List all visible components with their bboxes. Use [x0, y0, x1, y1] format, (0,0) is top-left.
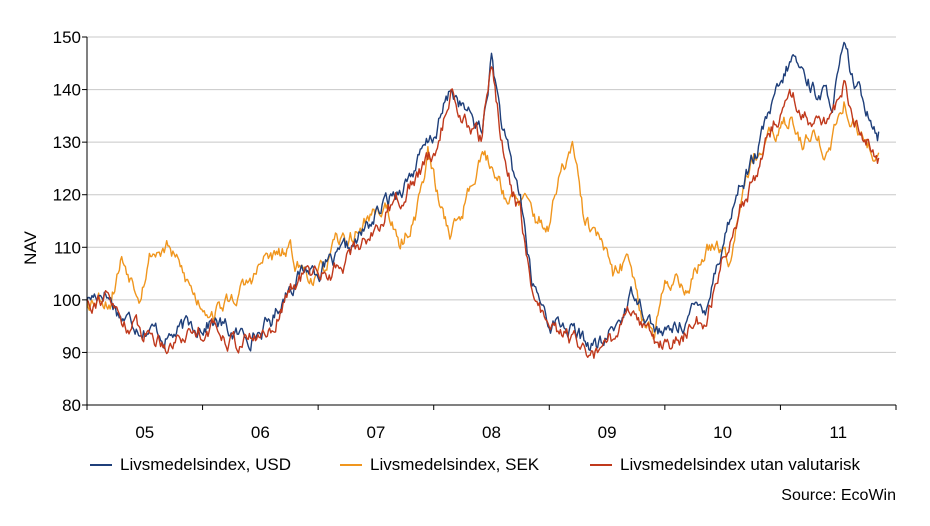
- y-tick-label: 120: [53, 186, 81, 205]
- y-axis-title: NAV: [21, 230, 40, 264]
- x-tick-label: 06: [251, 423, 270, 442]
- series-line-2: [86, 66, 880, 359]
- series-line-0: [86, 41, 880, 352]
- x-tick-label: 05: [135, 423, 154, 442]
- series-line-1: [86, 101, 880, 340]
- series-lines: [86, 41, 880, 359]
- y-tick-label: 80: [62, 396, 81, 415]
- y-tick-label: 90: [62, 343, 81, 362]
- y-tick-label: 100: [53, 291, 81, 310]
- x-tick-label: 09: [598, 423, 617, 442]
- legend-label-2: Livsmedelsindex utan valutarisk: [620, 455, 861, 474]
- x-tick-label: 11: [829, 423, 847, 442]
- legend-label-1: Livsmedelsindex, SEK: [370, 455, 540, 474]
- x-tick-label: 07: [366, 423, 385, 442]
- y-tick-label: 130: [53, 133, 81, 152]
- axes: 80 90 100 110 120 130 140 150 05 06 07 08 09 10 11: [53, 28, 897, 442]
- y-tick-label: 110: [54, 238, 81, 257]
- source-note: Source: EcoWin: [781, 487, 896, 504]
- gridlines: [87, 36, 896, 353]
- y-tick-label: 150: [53, 28, 81, 47]
- legend-label-0: Livsmedelsindex, USD: [120, 455, 291, 474]
- y-tick-label: 140: [53, 81, 81, 100]
- x-tick-label: 08: [482, 423, 501, 442]
- x-tick-label: 10: [713, 423, 732, 442]
- legend: Livsmedelsindex, USD Livsmedelsindex, SEK…: [90, 455, 861, 474]
